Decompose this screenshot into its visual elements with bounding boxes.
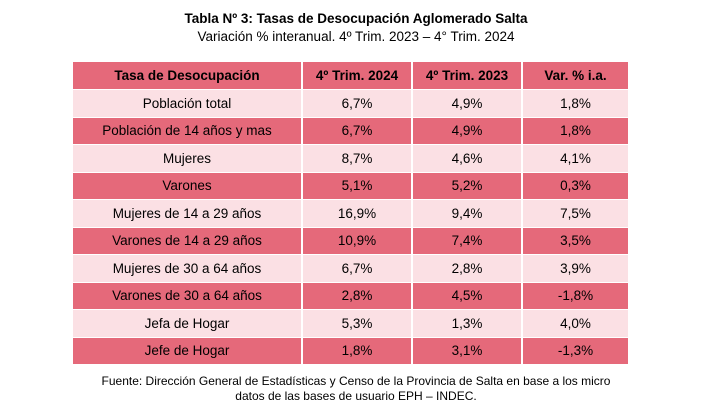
cell-q4-2023: 4,9% bbox=[412, 89, 523, 118]
table-row: Mujeres de 30 a 64 años 6,7% 2,8% 3,9% bbox=[73, 254, 628, 283]
column-header-q4-2024: 4º Trim. 2024 bbox=[302, 62, 413, 90]
row-label: Mujeres bbox=[73, 144, 303, 173]
cell-q4-2024: 10,9% bbox=[302, 227, 413, 255]
row-label: Mujeres de 30 a 64 años bbox=[73, 254, 303, 283]
cell-q4-2024: 2,8% bbox=[302, 282, 413, 310]
cell-variation: 4,1% bbox=[522, 144, 628, 173]
row-label: Jefa de Hogar bbox=[73, 309, 303, 338]
column-header-q4-2023: 4º Trim. 2023 bbox=[412, 62, 523, 90]
cell-variation: 4,0% bbox=[522, 309, 628, 338]
cell-q4-2024: 16,9% bbox=[302, 199, 413, 228]
table-row: Varones de 30 a 64 años 2,8% 4,5% -1,8% bbox=[73, 282, 628, 310]
cell-q4-2023: 3,1% bbox=[412, 337, 523, 365]
source-note-line-2: datos de las bases de usuario EPH – INDE… bbox=[235, 389, 477, 403]
cell-variation: 0,3% bbox=[522, 172, 628, 200]
row-label: Varones bbox=[73, 172, 303, 200]
cell-q4-2024: 1,8% bbox=[302, 337, 413, 365]
cell-q4-2024: 5,3% bbox=[302, 309, 413, 338]
cell-q4-2024: 8,7% bbox=[302, 144, 413, 173]
table-header-row: Tasa de Desocupación 4º Trim. 2024 4º Tr… bbox=[73, 62, 628, 90]
source-note-line-1: Fuente: Dirección General de Estadística… bbox=[101, 374, 611, 388]
table-title: Tabla Nº 3: Tasas de Desocupación Aglome… bbox=[184, 11, 528, 26]
cell-q4-2024: 6,7% bbox=[302, 117, 413, 145]
cell-q4-2023: 7,4% bbox=[412, 227, 523, 255]
row-label: Varones de 14 a 29 años bbox=[73, 227, 303, 255]
row-label: Jefe de Hogar bbox=[73, 337, 303, 365]
cell-q4-2023: 9,4% bbox=[412, 199, 523, 228]
unemployment-table: Tasa de Desocupación 4º Trim. 2024 4º Tr… bbox=[73, 62, 628, 365]
row-label: Mujeres de 14 a 29 años bbox=[73, 199, 303, 228]
cell-q4-2023: 4,9% bbox=[412, 117, 523, 145]
cell-q4-2023: 1,3% bbox=[412, 309, 523, 338]
cell-variation: -1,8% bbox=[522, 282, 628, 310]
cell-q4-2024: 5,1% bbox=[302, 172, 413, 200]
source-note: Fuente: Dirección General de Estadística… bbox=[40, 374, 672, 404]
table-row: Varones de 14 a 29 años 10,9% 7,4% 3,5% bbox=[73, 227, 628, 255]
cell-variation: 3,9% bbox=[522, 254, 628, 283]
cell-q4-2023: 5,2% bbox=[412, 172, 523, 200]
row-label: Varones de 30 a 64 años bbox=[73, 282, 303, 310]
cell-variation: -1,3% bbox=[522, 337, 628, 365]
table-row: Jefa de Hogar 5,3% 1,3% 4,0% bbox=[73, 309, 628, 338]
cell-q4-2024: 6,7% bbox=[302, 89, 413, 118]
table-row: Jefe de Hogar 1,8% 3,1% -1,3% bbox=[73, 337, 628, 365]
cell-variation: 7,5% bbox=[522, 199, 628, 228]
row-label: Población total bbox=[73, 89, 303, 118]
cell-q4-2024: 6,7% bbox=[302, 254, 413, 283]
table-subtitle: Variación % interanual. 4º Trim. 2023 – … bbox=[197, 29, 515, 44]
cell-variation: 3,5% bbox=[522, 227, 628, 255]
row-label: Población de 14 años y mas bbox=[73, 117, 303, 145]
cell-variation: 1,8% bbox=[522, 117, 628, 145]
cell-q4-2023: 2,8% bbox=[412, 254, 523, 283]
column-header-variation: Var. % i.a. bbox=[522, 62, 628, 90]
table-row: Población de 14 años y mas 6,7% 4,9% 1,8… bbox=[73, 117, 628, 145]
table-row: Varones 5,1% 5,2% 0,3% bbox=[73, 172, 628, 200]
cell-q4-2023: 4,5% bbox=[412, 282, 523, 310]
cell-q4-2023: 4,6% bbox=[412, 144, 523, 173]
table-row: Mujeres de 14 a 29 años 16,9% 9,4% 7,5% bbox=[73, 199, 628, 228]
cell-variation: 1,8% bbox=[522, 89, 628, 118]
column-header-category: Tasa de Desocupación bbox=[73, 62, 303, 90]
table-row: Población total 6,7% 4,9% 1,8% bbox=[73, 89, 628, 118]
table-row: Mujeres 8,7% 4,6% 4,1% bbox=[73, 144, 628, 173]
